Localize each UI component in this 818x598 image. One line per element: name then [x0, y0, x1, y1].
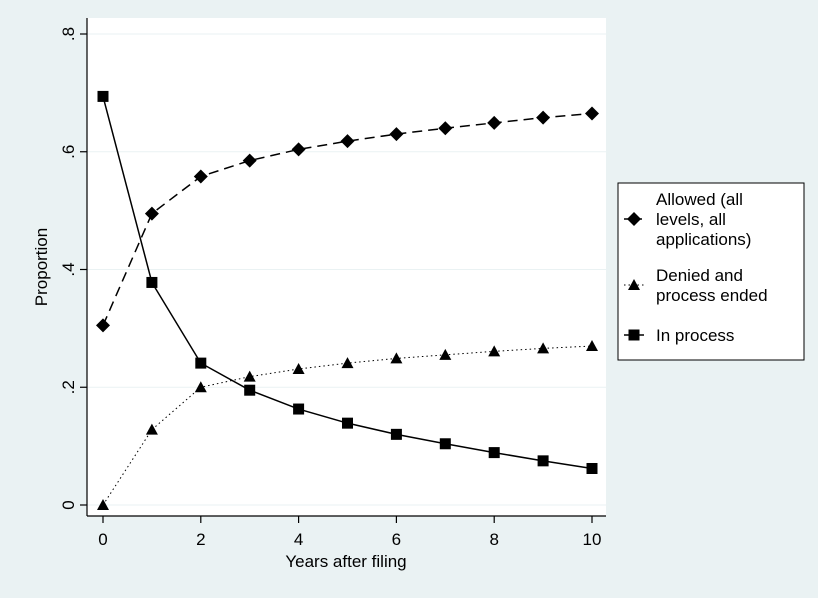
data-point-square-9: [537, 455, 549, 467]
x-tick-label-3: 6: [392, 530, 401, 549]
data-point-triangle-5: [341, 357, 354, 369]
data-point-square-4: [293, 403, 305, 415]
data-point-diamond-1: [144, 206, 159, 221]
y-tick-label-0: 0: [59, 500, 78, 509]
data-point-square-6: [390, 428, 402, 440]
data-point-square-8: [488, 447, 500, 459]
data-point-triangle-2: [194, 381, 207, 393]
x-ticks: 0 2 4 6 8 10: [98, 516, 601, 549]
data-point-diamond-3: [242, 153, 257, 168]
legend-label-line: levels, all: [656, 210, 726, 229]
data-point-diamond-10: [585, 106, 599, 121]
plot-area: [87, 18, 606, 516]
data-point-diamond-2: [193, 169, 208, 184]
data-point-triangle-9: [537, 342, 550, 354]
y-tick-label-3: .6: [59, 145, 78, 159]
data-point-diamond-5: [340, 134, 355, 149]
data-point-square-5: [342, 417, 353, 429]
series-square: [97, 90, 598, 474]
y-tick-label-4: .8: [59, 27, 78, 41]
series-layer: [96, 90, 599, 510]
data-point-triangle-7: [439, 348, 452, 360]
data-point-diamond-7: [438, 121, 453, 136]
data-point-triangle-8: [488, 345, 501, 357]
data-point-triangle-6: [390, 352, 403, 364]
series-triangle: [97, 340, 598, 510]
legend-label-line: process ended: [656, 286, 768, 305]
data-point-square-2: [195, 357, 207, 369]
data-point-diamond-6: [389, 127, 404, 142]
x-tick-label-4: 8: [489, 530, 498, 549]
data-point-diamond-0: [96, 318, 110, 333]
data-point-square-10: [586, 462, 598, 474]
data-point-triangle-10: [586, 340, 598, 352]
x-axis-title: Years after filing: [285, 552, 406, 571]
data-point-diamond-9: [536, 110, 551, 125]
grid-lines: [87, 33, 606, 506]
y-tick-label-1: .2: [59, 380, 78, 394]
series-line-diamond: [102, 112, 593, 326]
legend-marker-diamond: [627, 212, 641, 226]
x-tick-label-5: 10: [583, 530, 602, 549]
legend-label-line: Denied and: [656, 266, 743, 285]
legend-marker-triangle: [628, 279, 640, 290]
axes: [86, 18, 606, 517]
data-point-triangle-3: [243, 370, 256, 382]
data-point-triangle-1: [145, 423, 158, 435]
data-point-square-3: [244, 384, 256, 396]
data-point-square-1: [146, 276, 158, 288]
y-tick-label-2: .4: [59, 262, 78, 276]
legend-marker-square: [628, 329, 640, 341]
data-point-square-7: [439, 438, 451, 450]
data-point-diamond-8: [487, 115, 502, 130]
series-diamond: [96, 106, 599, 333]
y-ticks: 0 .2 .4 .6 .8: [59, 27, 87, 510]
data-point-triangle-0: [97, 499, 109, 510]
y-axis-title: Proportion: [32, 228, 51, 306]
legend-label-line: Allowed (all: [656, 190, 743, 209]
legend-entry-square: In process: [624, 326, 734, 345]
x-tick-label-2: 4: [294, 530, 303, 549]
data-point-triangle-4: [292, 362, 305, 374]
legend-label-line: applications): [656, 230, 751, 249]
data-point-diamond-4: [291, 142, 306, 157]
data-point-square-0: [97, 90, 109, 102]
legend-label-line: In process: [656, 326, 734, 345]
legend-box: [617, 182, 805, 361]
x-tick-label-1: 2: [196, 530, 205, 549]
x-tick-label-0: 0: [98, 530, 107, 549]
